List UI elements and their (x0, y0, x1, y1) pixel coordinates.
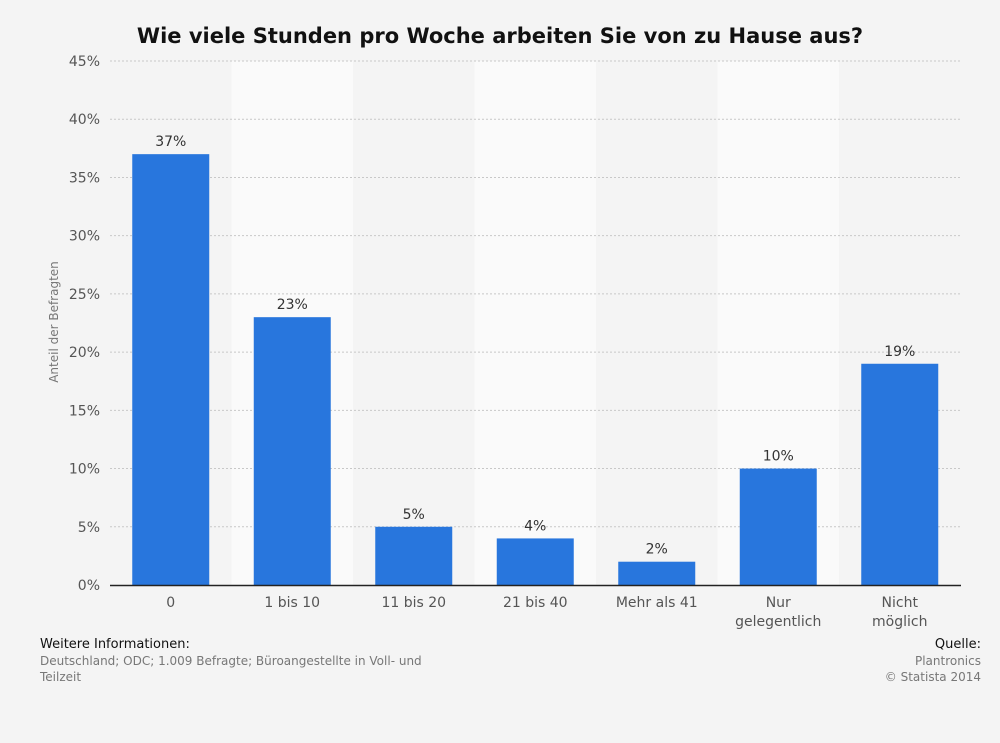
x-axis-labels: 0 1 bis 10 11 bis 20 21 bis 40 Mehr als 41 Nu… (166, 595, 927, 630)
background-band (353, 61, 475, 585)
y-tick-label: 5% (78, 520, 100, 536)
chart-title: Wie viele Stunden pro Woche arbeiten Sie… (136, 24, 864, 48)
y-tick-label: 40% (69, 112, 100, 128)
y-tick-label: 25% (69, 287, 100, 303)
y-tick-label: 0% (78, 578, 100, 594)
source-name: Plantronics (914, 654, 981, 668)
x-tick-label: Mehr als 41 (616, 595, 698, 611)
source-info: Quelle: Plantronics © Statista 2014 (885, 637, 981, 685)
y-tick-label: 45% (69, 54, 100, 70)
further-info: Weitere Informationen: Deutschland; ODC;… (40, 637, 460, 685)
x-tick-label: Nicht möglich (872, 595, 927, 630)
bar (375, 526, 453, 585)
gridlines (110, 60, 961, 528)
bar (739, 468, 817, 585)
y-tick-label: 30% (69, 229, 100, 245)
y-tick-label: 15% (69, 403, 100, 419)
value-label: 10% (763, 449, 794, 465)
value-label: 19% (884, 344, 915, 360)
bar (253, 317, 331, 585)
bar (618, 561, 696, 585)
x-tick-label: 21 bis 40 (503, 595, 568, 611)
value-label: 23% (277, 297, 308, 313)
bar (861, 363, 939, 585)
background-bands (110, 61, 961, 585)
background-band (474, 61, 596, 585)
y-axis-ticks: 0% 5% 10% 15% 20% 25% 30% 35% 40% 45% (69, 54, 100, 594)
bar (132, 154, 210, 585)
further-info-line-2: Teilzeit (40, 670, 82, 684)
value-label: 5% (403, 507, 425, 523)
bars (132, 154, 939, 585)
x-tick-label: 11 bis 20 (381, 595, 446, 611)
value-label: 2% (646, 542, 668, 558)
value-label: 4% (524, 518, 546, 534)
source-heading: Quelle: (934, 637, 981, 652)
y-tick-label: 20% (69, 345, 100, 361)
further-info-line-1: Deutschland; ODC; 1.009 Befragte; Büroan… (40, 654, 422, 668)
value-labels: 37% 23% 5% 4% 2% 10% 19% (155, 134, 915, 558)
background-band (596, 61, 718, 585)
y-tick-label: 35% (69, 170, 100, 186)
value-label: 37% (155, 134, 186, 150)
source-copyright: © Statista 2014 (884, 670, 981, 684)
bar (496, 538, 574, 585)
y-tick-label: 10% (69, 462, 100, 478)
x-tick-label: 1 bis 10 (264, 595, 320, 611)
further-info-heading: Weitere Informationen: (40, 637, 190, 652)
x-tick-label: 0 (166, 595, 175, 611)
x-tick-label: Nur gelegentlich (735, 595, 821, 630)
